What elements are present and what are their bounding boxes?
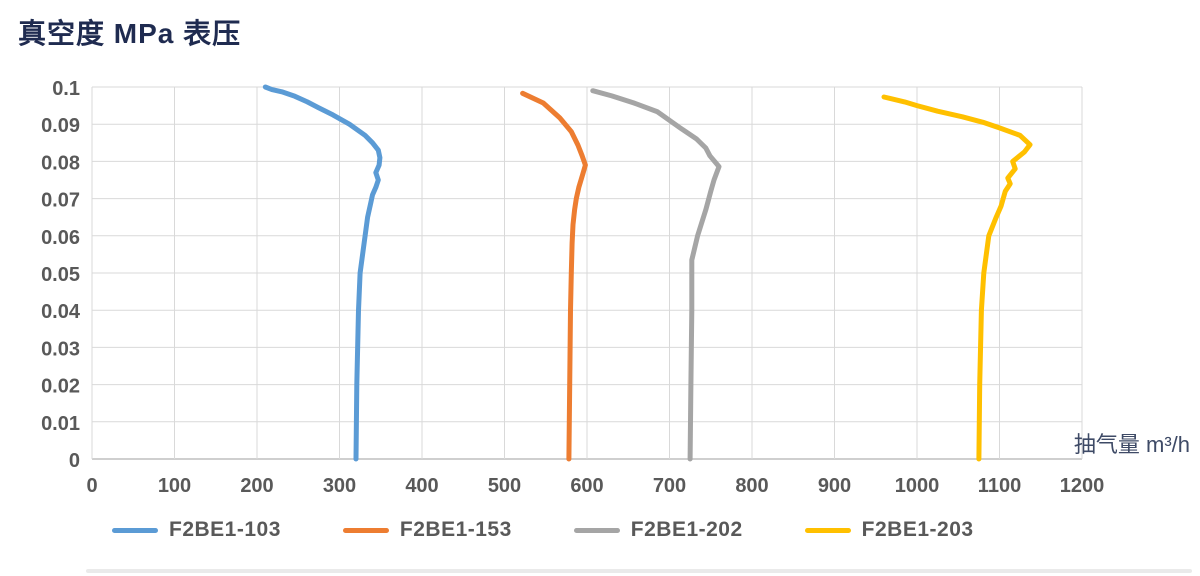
legend-swatch-F2BE1-203 xyxy=(804,527,851,533)
chart-legend: F2BE1-103 F2BE1-153 F2BE1-202 F2BE1-203 xyxy=(112,518,974,542)
series-line-F2BE1-103 xyxy=(262,84,383,462)
bottom-divider-bar xyxy=(86,569,1192,573)
x-tick-label: 1200 xyxy=(1060,475,1105,497)
series-line-F2BE1-153 xyxy=(520,90,588,462)
x-tick-label: 100 xyxy=(158,475,191,497)
y-tick-label: 0.02 xyxy=(41,376,80,398)
legend-swatch-F2BE1-153 xyxy=(342,527,389,533)
x-tick-label: 0 xyxy=(86,475,97,497)
x-tick-label: 900 xyxy=(818,475,851,497)
y-tick-label: 0.08 xyxy=(41,152,80,174)
legend-swatch-F2BE1-202 xyxy=(573,527,620,533)
series-line-F2BE1-202 xyxy=(590,88,722,462)
x-tick-label: 800 xyxy=(735,475,768,497)
x-tick-label: 1100 xyxy=(978,475,1021,497)
legend-label: F2BE1-153 xyxy=(399,518,512,541)
y-tick-label: 0.09 xyxy=(41,115,80,137)
x-tick-label: 700 xyxy=(653,475,686,497)
y-tick-label: 0.05 xyxy=(41,264,80,286)
y-tick-label: 0 xyxy=(69,450,80,472)
y-tick-label: 0.1 xyxy=(52,78,80,100)
legend-item-F2BE1-202: F2BE1-202 xyxy=(573,518,743,542)
y-tick-label: 0.04 xyxy=(41,301,81,323)
x-tick-label: 400 xyxy=(405,475,438,497)
legend-item-F2BE1-103: F2BE1-103 xyxy=(112,518,281,542)
x-axis-title: 抽气量 m³/h xyxy=(1073,432,1190,457)
y-tick-label: 0.07 xyxy=(41,190,80,212)
legend-label: F2BE1-203 xyxy=(861,518,974,541)
x-tick-label: 200 xyxy=(240,475,273,497)
y-tick-label: 0.03 xyxy=(41,338,80,360)
series-line-F2BE1-203 xyxy=(881,94,1033,462)
legend-label: F2BE1-103 xyxy=(169,518,281,541)
legend-item-F2BE1-153: F2BE1-153 xyxy=(342,518,512,542)
legend-item-F2BE1-203: F2BE1-203 xyxy=(804,518,974,542)
x-tick-label: 600 xyxy=(570,475,603,497)
x-tick-label: 500 xyxy=(488,475,521,497)
x-tick-label: 1000 xyxy=(895,475,940,497)
y-tick-label: 0.06 xyxy=(41,227,80,249)
legend-swatch-F2BE1-103 xyxy=(112,527,158,533)
chart-title: 真空度 MPa 表压 xyxy=(18,18,242,49)
x-tick-label: 300 xyxy=(323,475,356,497)
y-tick-label: 0.01 xyxy=(41,413,80,435)
legend-label: F2BE1-202 xyxy=(630,518,743,541)
